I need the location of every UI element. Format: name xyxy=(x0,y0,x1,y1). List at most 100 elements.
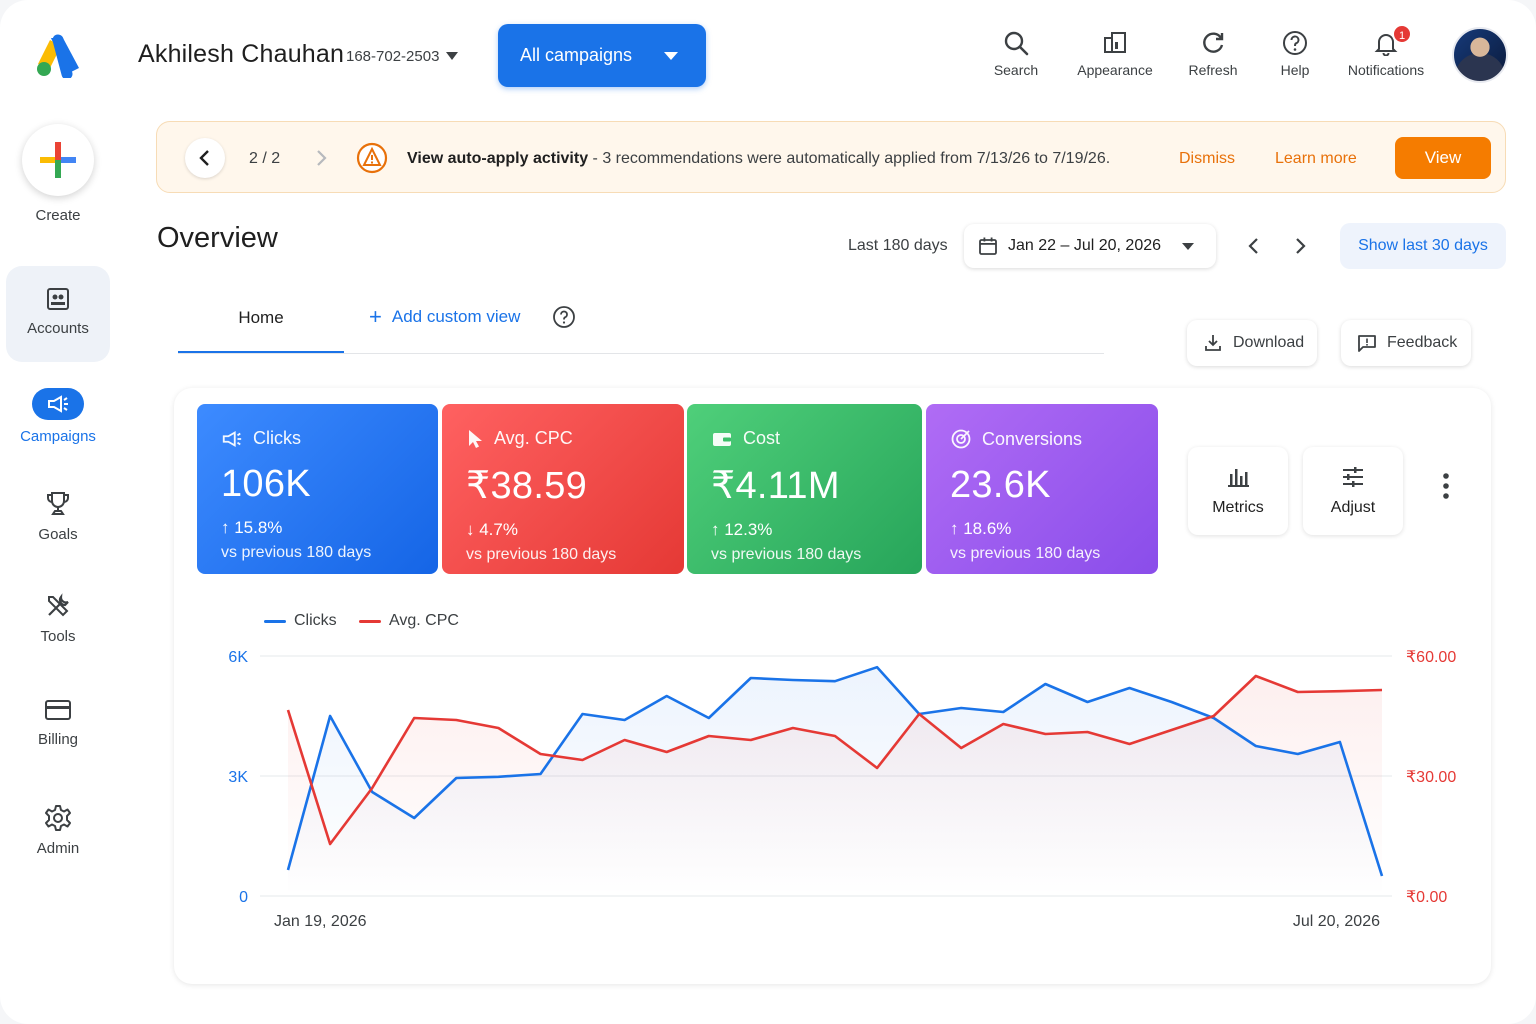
previous-period-button[interactable] xyxy=(1240,232,1268,260)
trophy-icon xyxy=(47,492,69,515)
appearance-label: Appearance xyxy=(1077,62,1153,78)
account-id[interactable]: 168-702-2503 xyxy=(346,48,440,65)
help-icon xyxy=(1283,31,1307,55)
banner-prev-button[interactable] xyxy=(185,138,225,178)
sidebar-item-label: Admin xyxy=(36,840,80,857)
metric-comparison: vs previous 180 days xyxy=(950,545,1101,562)
campaigns-icon xyxy=(32,388,84,420)
bar-chart-icon xyxy=(1228,469,1249,487)
sidebar-item-tools[interactable]: Tools xyxy=(6,592,110,645)
auto-apply-banner: 2 / 2 View auto-apply activity - 3 recom… xyxy=(156,121,1506,193)
metric-change: ↑ 12.3% xyxy=(711,520,773,539)
next-period-button[interactable] xyxy=(1286,232,1314,260)
sidebar-item-label: Billing xyxy=(37,731,79,748)
refresh-button[interactable]: Refresh xyxy=(1182,30,1244,78)
date-range-label: Last 180 days xyxy=(848,237,948,254)
metric-change: ↑ 18.6% xyxy=(950,519,1012,538)
tab-divider xyxy=(178,353,1104,354)
avatar[interactable] xyxy=(1452,27,1508,83)
notifications-button[interactable]: 1 Notifications xyxy=(1342,24,1430,78)
help-button[interactable]: Help xyxy=(1272,30,1318,78)
tools-icon xyxy=(48,593,69,617)
metric-card-conversions[interactable]: Conversions 23.6K ↑ 18.6% vs previous 18… xyxy=(926,404,1158,574)
banner-title[interactable]: View auto-apply activity xyxy=(407,150,589,167)
sidebar-item-label: Tools xyxy=(40,628,76,645)
metric-card-clicks[interactable]: Clicks 106K ↑ 15.8% vs previous 180 days xyxy=(197,404,438,574)
refresh-icon xyxy=(1203,32,1224,53)
campaign-selector[interactable]: All campaigns xyxy=(498,24,706,87)
page-title: Overview xyxy=(157,222,278,254)
chevron-left-icon xyxy=(199,150,209,166)
sidebar-item-admin[interactable]: Admin xyxy=(6,804,110,857)
target-icon xyxy=(951,429,971,449)
sidebar-item-campaigns[interactable]: Campaigns xyxy=(6,388,110,445)
metric-comparison: vs previous 180 days xyxy=(466,546,617,563)
auto-apply-icon xyxy=(356,142,388,174)
legend-item-clicks[interactable]: Clicks xyxy=(264,612,337,630)
learn-more-link[interactable]: Learn more xyxy=(1275,150,1357,167)
feedback-label: Feedback xyxy=(1387,334,1458,351)
plus-icon: + xyxy=(369,304,382,329)
notification-count-badge: 1 xyxy=(1392,24,1412,44)
sidebar-item-label: Accounts xyxy=(27,320,89,337)
create-button[interactable] xyxy=(22,124,94,196)
appearance-button[interactable]: Appearance xyxy=(1072,30,1158,78)
metrics-label: Metrics xyxy=(1212,499,1264,516)
accounts-icon xyxy=(47,288,69,310)
tab-home[interactable]: Home xyxy=(178,298,344,354)
help-icon[interactable] xyxy=(552,305,576,329)
sliders-icon xyxy=(1343,467,1363,487)
metric-card-avg-cpc[interactable]: Avg. CPC ₹38.59 ↓ 4.7% vs previous 180 d… xyxy=(442,404,684,574)
show-last-30-days-button[interactable]: Show last 30 days xyxy=(1340,223,1506,269)
sidebar-item-billing[interactable]: Billing xyxy=(6,697,110,748)
banner-next-button[interactable] xyxy=(301,138,341,178)
search-button[interactable]: Search xyxy=(986,30,1046,78)
more-options-icon[interactable] xyxy=(1432,468,1460,504)
download-button[interactable]: Download xyxy=(1187,320,1317,366)
help-label: Help xyxy=(1280,62,1310,78)
gear-icon xyxy=(45,805,71,831)
account-dropdown-icon[interactable] xyxy=(446,52,458,60)
metric-card-cost[interactable]: Cost ₹4.11M ↑ 12.3% vs previous 180 days xyxy=(687,404,922,574)
metric-label: Clicks xyxy=(253,428,301,448)
google-ads-logo[interactable] xyxy=(34,32,82,78)
adjust-button[interactable]: Adjust xyxy=(1303,447,1403,535)
account-name[interactable]: Akhilesh Chauhan xyxy=(138,40,345,68)
metric-label: Avg. CPC xyxy=(494,428,573,448)
metrics-button[interactable]: Metrics xyxy=(1188,447,1288,535)
metric-change: ↓ 4.7% xyxy=(466,520,518,539)
legend-swatch xyxy=(264,619,286,623)
sidebar-item-goals[interactable]: Goals xyxy=(6,490,110,543)
legend-label: Avg. CPC xyxy=(389,612,459,629)
sidebar-item-accounts[interactable]: Accounts xyxy=(6,266,110,362)
download-icon xyxy=(1205,335,1221,351)
metric-value: 23.6K xyxy=(950,464,1051,506)
view-button[interactable]: View xyxy=(1395,137,1491,179)
metric-value: ₹38.59 xyxy=(466,465,588,507)
date-range-picker[interactable]: Jan 22 – Jul 20, 2026 xyxy=(964,224,1216,268)
chevron-down-icon xyxy=(664,52,678,60)
adjust-label: Adjust xyxy=(1330,499,1376,516)
metric-label: Conversions xyxy=(982,428,1083,449)
banner-detail: - 3 recommendations were automatically a… xyxy=(588,150,1111,167)
add-custom-view-label: Add custom view xyxy=(391,307,521,326)
date-range-value: Jan 22 – Jul 20, 2026 xyxy=(1008,237,1162,254)
create-label: Create xyxy=(35,207,81,224)
add-custom-view-button[interactable]: + Add custom view xyxy=(369,304,521,329)
appearance-icon xyxy=(1104,32,1126,53)
sidebar-item-label: Goals xyxy=(38,526,78,543)
banner-message: View auto-apply activity - 3 recommendat… xyxy=(407,150,1110,168)
legend-swatch xyxy=(359,619,381,623)
search-label: Search xyxy=(993,62,1039,78)
notifications-label: Notifications xyxy=(1347,62,1425,78)
chevron-down-icon xyxy=(1182,243,1194,250)
chevron-right-icon xyxy=(317,150,327,166)
feedback-button[interactable]: Feedback xyxy=(1341,320,1471,366)
download-label: Download xyxy=(1233,334,1305,351)
plus-icon xyxy=(40,142,76,178)
dismiss-button[interactable]: Dismiss xyxy=(1179,150,1235,167)
wallet-icon xyxy=(713,432,731,446)
metric-comparison: vs previous 180 days xyxy=(221,544,372,561)
legend-item-avg-cpc[interactable]: Avg. CPC xyxy=(359,612,459,630)
